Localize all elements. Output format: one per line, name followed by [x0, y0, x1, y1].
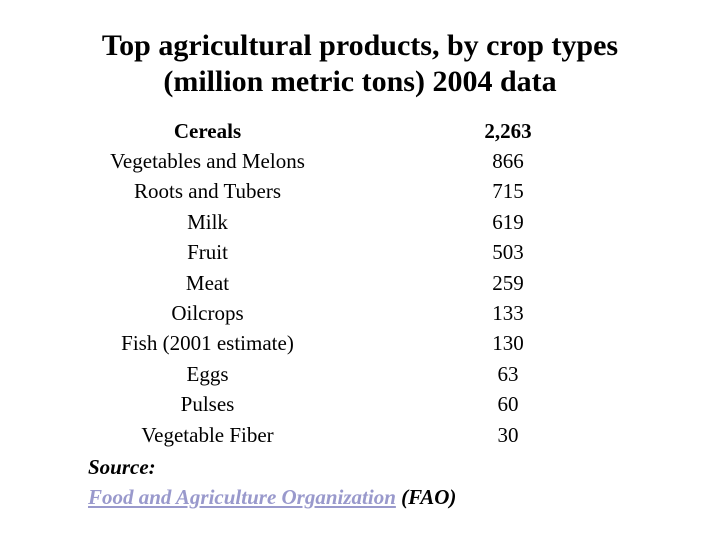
product-label: Fruit	[187, 240, 228, 265]
source-suffix: (FAO)	[395, 485, 457, 509]
product-label: Vegetables and Melons	[110, 149, 305, 174]
table-row: Vegetable Fiber 30	[60, 420, 620, 450]
product-value: 60	[497, 392, 519, 417]
product-label: Fish (2001 estimate)	[121, 331, 294, 356]
product-label: Milk	[187, 209, 228, 234]
products-table: Cereals 2,263 Vegetables and Melons 866 …	[60, 116, 620, 450]
table-row: Eggs 63	[60, 359, 620, 389]
table-row: Milk 619	[60, 207, 620, 237]
fao-link[interactable]: Food and Agriculture Organization	[88, 485, 396, 509]
table-row: Vegetables and Melons 866	[60, 146, 620, 176]
product-label: Cereals	[173, 118, 242, 143]
table-row: Fruit 503	[60, 238, 620, 268]
product-label: Oilcrops	[171, 301, 244, 326]
product-label: Meat	[185, 270, 230, 295]
table-row: Pulses 60	[60, 390, 620, 420]
source-line: Food and Agriculture Organization (FAO)	[88, 482, 456, 512]
title-line-1: Top agricultural products, by crop types	[101, 29, 619, 62]
product-label: Vegetable Fiber	[141, 422, 274, 447]
product-value: 133	[492, 301, 524, 326]
product-value: 259	[492, 270, 524, 295]
product-label: Roots and Tubers	[133, 179, 282, 204]
product-label: Pulses	[180, 392, 235, 417]
product-value: 130	[492, 331, 524, 356]
product-value: 63	[497, 361, 519, 386]
source-label: Source:	[88, 455, 156, 479]
product-value: 2,263	[484, 118, 532, 143]
table-row: Fish (2001 estimate) 130	[60, 329, 620, 359]
product-label: Eggs	[186, 361, 229, 386]
page-title: Top agricultural products, by crop types…	[0, 28, 720, 100]
product-value: 866	[492, 149, 524, 174]
title-line-2: (million metric tons) 2004 data	[163, 65, 557, 98]
table-row: Oilcrops 133	[60, 298, 620, 328]
table-row: Roots and Tubers 715	[60, 177, 620, 207]
product-value: 30	[497, 422, 519, 447]
product-value: 715	[492, 179, 524, 204]
product-value: 619	[492, 209, 524, 234]
table-row: Meat 259	[60, 268, 620, 298]
product-value: 503	[492, 240, 524, 265]
source-note: Source: Food and Agriculture Organizatio…	[88, 452, 456, 512]
table-row: Cereals 2,263	[60, 116, 620, 146]
